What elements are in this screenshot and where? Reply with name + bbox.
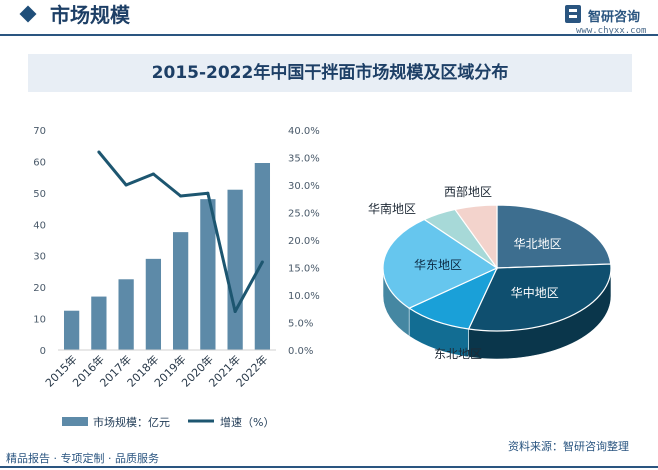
y-left-tick: 50 [33,189,46,200]
bar-2017年 [118,279,134,350]
y-left-tick: 30 [33,252,46,263]
pie-label-华北地区: 华北地区 [514,237,562,251]
y-right-tick: 25.0% [288,209,320,220]
bar-2015年 [63,310,80,350]
y-left-tick: 70 [33,126,46,137]
y-right-tick: 15.0% [288,264,320,275]
y-left-tick: 60 [33,157,46,168]
pie-label-西部地区: 西部地区 [444,184,492,199]
page-title: 市场规模 [50,3,130,27]
pie-label-华中地区: 华中地区 [511,285,559,300]
y-right-tick: 5.0% [288,319,313,330]
pie-slice-华北地区 [496,204,612,269]
brand-logo-icon [565,5,581,23]
growth-point [260,260,264,264]
chart-title: 2015-2022年中国干拌面市场规模及区域分布 [151,63,509,83]
brand-site: www.chyxx.com [576,26,647,36]
y-right-tick: 40.0% [288,126,320,137]
growth-point [151,172,155,176]
bar-2019年 [172,232,189,350]
header-divider [0,34,658,36]
legend-line-label: 增速（%） [220,415,274,429]
footer-tagline: 精品报告 · 专项定制 · 品质服务 [6,452,159,465]
growth-point [206,191,210,195]
y-left-tick: 0 [40,346,46,357]
legend-bar-label: 市场规模：亿元 [93,415,170,429]
growth-point [124,183,128,187]
pie-label-华东地区: 华东地区 [414,258,462,272]
bar-2018年 [145,258,162,350]
bar-2020年 [200,199,216,350]
growth-point [97,150,101,154]
y-right-tick: 30.0% [288,181,320,192]
pie-label-华南地区: 华南地区 [368,201,416,216]
y-right-tick: 35.0% [288,154,320,165]
y-left-tick: 20 [33,283,46,294]
y-right-tick: 20.0% [288,236,320,247]
y-left-tick: 40 [33,220,46,231]
title-band [28,54,632,92]
pie-slice-东北地区 [407,266,499,330]
legend-bar-swatch [62,417,88,426]
bar-2021年 [227,189,243,350]
growth-point [233,310,237,313]
y-right-tick: 10.0% [288,291,320,302]
pie-label-东北地区: 东北地区 [434,347,482,361]
growth-point [179,194,183,198]
bar-2022年 [254,163,271,350]
source-note: 资料来源：智研咨询整理 [508,440,629,453]
bar-2016年 [91,296,107,350]
brand-name: 智研咨询 [588,10,641,25]
pie-slice-西部地区 [454,204,498,270]
y-right-tick: 0.0% [288,346,313,357]
pie-slice-华东地区 [382,218,499,309]
pie-slice-华中地区 [467,263,612,332]
y-left-tick: 10 [33,315,46,326]
footer-divider [0,466,658,468]
